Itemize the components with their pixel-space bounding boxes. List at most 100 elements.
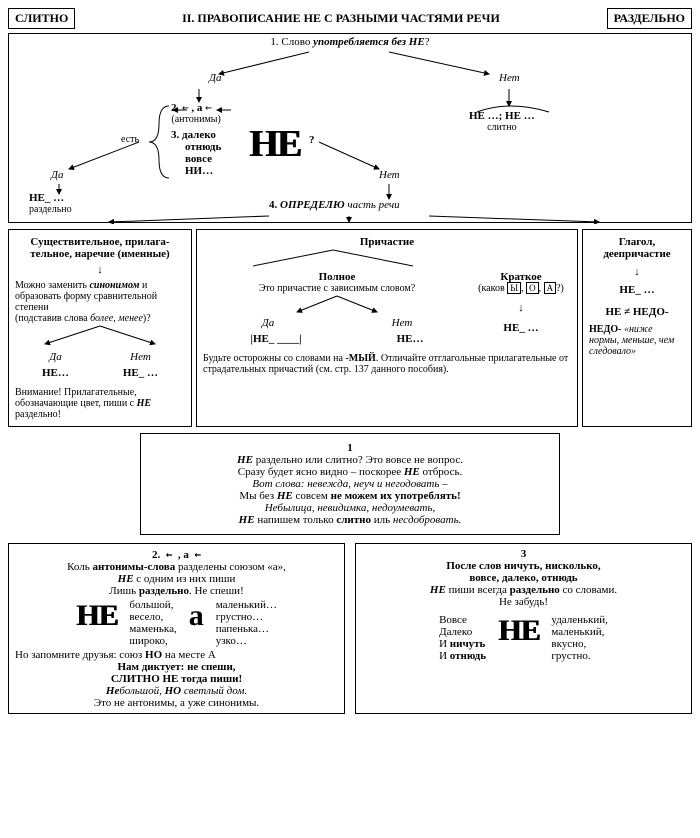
p3-l1: После слов ничуть, нисколько,	[362, 560, 685, 572]
net-1: Нет	[499, 72, 520, 84]
c2-yn: Да Нет	[203, 317, 471, 329]
c1-ne2: НЕ_ …	[123, 367, 158, 379]
p3-table: Вовсе НЕ удаленький, Далекомаленький, И …	[433, 614, 614, 662]
poem-2: 2. ← , а ← Коль антонимы-слова разделены…	[8, 543, 345, 714]
big-ne: НЕ	[249, 122, 300, 166]
c1-res: НЕ… НЕ_ …	[15, 367, 185, 379]
page-title: II. ПРАВОПИСАНИЕ НЕ С РАЗНЫМИ ЧАСТЯМИ РЕ…	[75, 11, 606, 26]
q1-em: употребляется без НЕ	[313, 36, 425, 48]
c3-h2: деепричастие	[589, 248, 685, 260]
question-1: 1. Слово употребляется без НЕ?	[9, 36, 691, 48]
da-1: Да	[209, 72, 222, 84]
q4-em: ОПРЕДЕЛЮ	[280, 199, 345, 211]
c2-sub: Полное Это причастие с зависимым словом?…	[203, 271, 571, 345]
c2-neb: НЕ…	[397, 333, 424, 345]
label-slitno: СЛИТНО	[8, 8, 75, 29]
l3-d: НИ…	[185, 165, 221, 177]
poem-1: 1 НЕ раздельно или слитно? Это вовсе не …	[140, 433, 560, 535]
ne-icon: НЕ	[76, 599, 117, 633]
brace-list: 2. ← , а ← (антонимы) 3. далеко отнюдь в…	[171, 102, 221, 177]
c1-arrow: ↓	[15, 264, 185, 276]
left-sub: раздельно	[29, 204, 72, 215]
col-noun-adj: Существительное, прилага- тельное, нареч…	[8, 229, 192, 427]
q4-no: 4.	[269, 199, 277, 211]
c2-short-arrow: ↓	[471, 302, 571, 314]
c3-l1: НЕ_ …	[589, 284, 685, 296]
c2-full: Полное Это причастие с зависимым словом?…	[203, 271, 471, 345]
c3-h1: Глагол,	[589, 236, 685, 248]
p2-l1: Коль антонимы-слова разделены союзом «а»…	[15, 561, 338, 573]
p2-l4: Но запомните друзья: союз НО на месте А	[15, 649, 338, 661]
ne-icon-2: НЕ	[498, 614, 539, 648]
c1-warn: Внимание! Прилагательные, обозначающие ц…	[15, 387, 185, 420]
l2-a: , а	[191, 102, 202, 114]
c3-l2: НЕ ≠ НЕДО-	[589, 306, 685, 318]
question-4: 4. ОПРЕДЕЛЮ часть речи	[269, 199, 400, 211]
c2-full-res: |НЕ_ ____| НЕ…	[203, 333, 471, 345]
c2-nea: |НЕ_ ____|	[251, 333, 302, 345]
header: СЛИТНО II. ПРАВОПИСАНИЕ НЕ С РАЗНЫМИ ЧАС…	[8, 8, 692, 29]
p3-num: 3	[362, 548, 685, 560]
p2-l8: Это не антонимы, а уже синонимы.	[15, 697, 338, 709]
l3-c: вовсе	[185, 153, 221, 165]
c1-h1: Существительное, прилага-	[15, 236, 185, 248]
q1-prefix: 1. Слово	[270, 36, 313, 48]
left-ne-text: НЕ_ …	[29, 192, 72, 204]
p3-l2: вовсе, далеко, отнюдь	[362, 572, 685, 584]
c1-line2: (подставив слова более, менее)?	[15, 313, 185, 324]
c2-short: Краткое (каков Ы, О, А?) ↓ НЕ_ …	[471, 271, 571, 345]
p3-l3: НЕ пиши всегда раздельно со словами.	[362, 584, 685, 596]
c2-split-icon	[203, 248, 463, 268]
l2-no: 2.	[171, 102, 179, 114]
p2-l2: НЕ с одним из них пиши	[15, 573, 338, 585]
net-2: Нет	[379, 169, 400, 181]
col-verb: Глагол, деепричастие ↓ НЕ_ … НЕ ≠ НЕДО- …	[582, 229, 692, 427]
a-icon: а	[189, 599, 204, 633]
q4-rest: часть речи	[345, 199, 400, 211]
c1-net: Нет	[130, 351, 151, 363]
three-columns: Существительное, прилага- тельное, нареч…	[8, 229, 692, 427]
c2-note: Будьте осторожны со словами на -МЫЙ. Отл…	[203, 353, 571, 375]
col-participle: Причастие Полное Это причастие с зависим…	[196, 229, 578, 427]
c2-h: Причастие	[203, 236, 571, 248]
c1-h2: тельное, наречие (именные)	[15, 248, 185, 260]
c2-da: Да	[262, 317, 275, 329]
c1-yn: Да Нет	[15, 351, 185, 363]
c1-split-icon	[15, 324, 185, 348]
p2-l5: Нам диктует: не спеши,	[15, 661, 338, 673]
c3-l3: НЕДО- «ниже нормы, меньше, чем следовало…	[589, 324, 685, 357]
right-ne-text: НЕ …; НЕ …	[469, 110, 535, 122]
da-2: Да	[51, 169, 64, 181]
right-result: НЕ …; НЕ … слитно	[469, 110, 535, 133]
flow-top: 1. Слово употребляется без НЕ?	[8, 33, 692, 223]
q1-q: ?	[425, 36, 430, 48]
p1-l5: Небылица, невидимка, недоумевать,	[157, 502, 543, 514]
p3-l4: Не забудь!	[362, 596, 685, 608]
c3-arrow: ↓	[589, 266, 685, 278]
p2-l7: Небольшой, НО светлый дом.	[15, 685, 338, 697]
c1-da: Да	[49, 351, 62, 363]
l3-no: 3.	[171, 129, 179, 141]
c1-line1: Можно заменить синонимом и образовать фо…	[15, 280, 185, 313]
c1-ne1: НЕ…	[42, 367, 69, 379]
label-razdelno: РАЗДЕЛЬНО	[607, 8, 692, 29]
p1-l3: Вот слова: невежда, неуч и негодовать –	[157, 478, 543, 490]
l3-b: отнюдь	[185, 141, 221, 153]
p1-num: 1	[157, 442, 543, 454]
flow-arrows	[9, 34, 689, 224]
est-label: есть	[121, 134, 139, 145]
left-result: НЕ_ … раздельно	[29, 192, 72, 215]
p2-head: 2. ← , а ←	[15, 548, 338, 561]
c2-short-h: Краткое	[471, 271, 571, 283]
l2-sub: (антонимы)	[171, 114, 221, 125]
right-sub: слитно	[469, 122, 535, 133]
c2-net: Нет	[392, 317, 413, 329]
p2-l6: СЛИТНО НЕ тогда пиши!	[15, 673, 338, 685]
p2-l3: Лишь раздельно. Не спеши!	[15, 585, 338, 597]
c2-short-q: (каков Ы, О, А?)	[471, 283, 571, 294]
c2-nec: НЕ_ …	[471, 322, 571, 334]
p2-table: НЕ большой, а маленький… весело,грустно……	[70, 599, 283, 647]
question-mark: ?	[309, 134, 315, 146]
c2-full-split	[277, 294, 397, 314]
poem-3: 3 После слов ничуть, нисколько, вовсе, д…	[355, 543, 692, 714]
